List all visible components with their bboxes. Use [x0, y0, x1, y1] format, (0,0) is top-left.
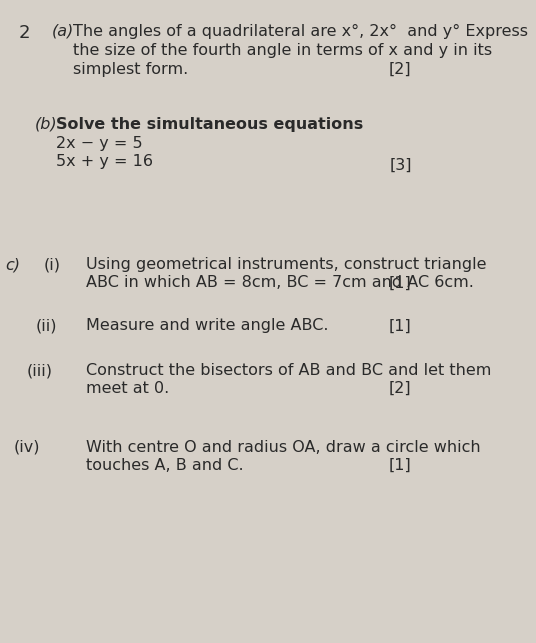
Text: [1]: [1] [389, 458, 412, 473]
Text: (iv): (iv) [14, 440, 41, 455]
Text: 2: 2 [18, 24, 30, 42]
Text: simplest form.: simplest form. [73, 62, 189, 77]
Text: [1]: [1] [389, 318, 412, 333]
Text: ABC in which AB = 8cm, BC = 7cm and AC 6cm.: ABC in which AB = 8cm, BC = 7cm and AC 6… [86, 275, 474, 291]
Text: [2]: [2] [389, 62, 412, 77]
Text: 5x + y = 16: 5x + y = 16 [56, 154, 153, 168]
Text: Using geometrical instruments, construct triangle: Using geometrical instruments, construct… [86, 257, 487, 273]
Text: [1]: [1] [389, 275, 412, 291]
Text: meet at 0.: meet at 0. [86, 381, 169, 396]
Text: Measure and write angle ABC.: Measure and write angle ABC. [86, 318, 329, 333]
Text: c): c) [5, 257, 20, 273]
Text: (ii): (ii) [35, 318, 57, 333]
Text: The angles of a quadrilateral are x°, 2x°  and y° Express: The angles of a quadrilateral are x°, 2x… [73, 24, 528, 39]
Text: [2]: [2] [389, 381, 412, 396]
Text: the size of the fourth angle in terms of x and y in its: the size of the fourth angle in terms of… [73, 43, 493, 58]
Text: [3]: [3] [389, 158, 412, 173]
Text: (iii): (iii) [27, 363, 53, 378]
Text: With centre O and radius OA, draw a circle which: With centre O and radius OA, draw a circ… [86, 440, 481, 455]
Text: touches A, B and C.: touches A, B and C. [86, 458, 244, 473]
Text: Solve the simultaneous equations: Solve the simultaneous equations [56, 116, 363, 132]
Text: (b): (b) [35, 116, 58, 132]
Text: Construct the bisectors of AB and BC and let them: Construct the bisectors of AB and BC and… [86, 363, 492, 378]
Text: 2x − y = 5: 2x − y = 5 [56, 136, 143, 151]
Text: (i): (i) [44, 257, 61, 273]
Text: (a): (a) [52, 24, 75, 39]
